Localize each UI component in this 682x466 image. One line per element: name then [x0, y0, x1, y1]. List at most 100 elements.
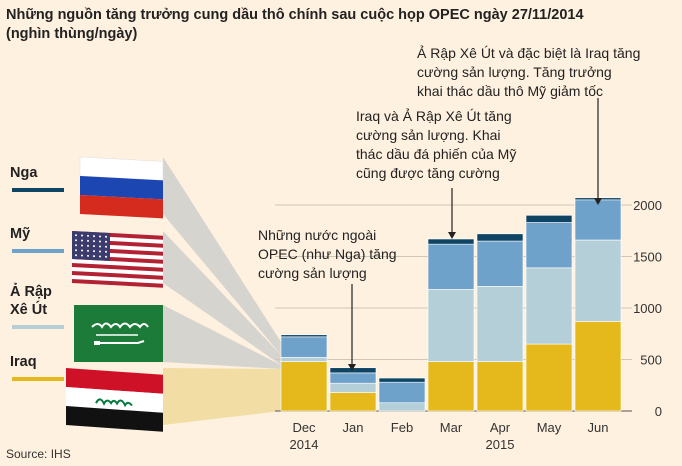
us-flag-star: [81, 244, 83, 247]
legend-label: Ả Rập Xê Út: [10, 284, 52, 318]
us-flag-star: [75, 249, 77, 252]
legend-swatch: [12, 325, 64, 329]
bar-segment: [476, 240, 524, 287]
annotation-arrows: [348, 98, 602, 371]
us-flag-star: [99, 235, 101, 238]
bar-segment: [280, 336, 328, 358]
us-flag-star: [75, 239, 77, 242]
x-tick-label: 2014: [290, 437, 319, 452]
legend-label: Nga: [10, 165, 38, 181]
us-flag-star: [105, 255, 107, 258]
y-tick-label: 2000: [633, 198, 662, 213]
us-flag-star: [93, 240, 95, 243]
title-text: Những nguồn tăng trưởng cung dầu thô chí…: [6, 7, 584, 23]
source-note: Source: IHS: [6, 447, 71, 461]
us-flag-star: [75, 234, 77, 237]
bar-segment: [525, 222, 573, 269]
bar-segment: [476, 286, 524, 362]
bar-segment: [476, 233, 524, 242]
y-tick-label: 1500: [633, 250, 662, 265]
bar-segment: [525, 215, 573, 223]
us-flag-stripe: [72, 279, 163, 288]
x-axis-ticks: Dec 2014 Jan Feb Mar Apr 2015 May Jun: [290, 420, 609, 452]
us-flag-star: [99, 245, 101, 248]
bar-segment: [378, 402, 426, 412]
bar-segment: [427, 361, 475, 412]
us-flag-star: [81, 249, 83, 252]
us-flag-star: [93, 235, 95, 238]
us-flag-star: [87, 239, 89, 242]
bar-segment: [574, 239, 622, 322]
saudi-fan: [163, 305, 281, 369]
bar-segment: [378, 381, 426, 404]
us-flag-star: [87, 254, 89, 257]
bar-segment: [574, 199, 622, 241]
bar-segment: [525, 343, 573, 412]
bar-segment: [329, 372, 377, 384]
us-flag-star: [105, 245, 107, 248]
us-flag: [72, 231, 163, 288]
us-flag-star: [105, 235, 107, 238]
russia-fan: [163, 157, 281, 355]
annotation-march: Iraq và Ả Rập Xê Út tăng cường sản lượng…: [356, 108, 517, 181]
us-flag-star: [105, 240, 107, 243]
bar-stacks: [280, 197, 622, 412]
us-flag-star: [99, 255, 101, 258]
us-flag-star: [93, 245, 95, 248]
bar-segment: [427, 289, 475, 362]
bar-segment: [378, 377, 426, 383]
legend-swatch: [12, 188, 64, 192]
annotation-june: Ả Rập Xê Út và đặc biệt là Iraq tăng cườ…: [417, 45, 641, 99]
legend-label: Mỹ: [10, 226, 31, 242]
us-flag-star: [81, 254, 83, 257]
us-flag-star: [81, 239, 83, 242]
us-flag-star: [87, 244, 89, 247]
y-tick-label: 1000: [633, 301, 662, 316]
x-tick-label: Jan: [343, 420, 364, 435]
us-fan: [163, 231, 281, 365]
y-tick-label: 0: [655, 404, 662, 419]
bar-segment: [427, 243, 475, 290]
legend-label: Iraq: [10, 354, 37, 370]
x-tick-label: Dec: [292, 420, 316, 435]
bar-segment: [329, 392, 377, 412]
x-tick-label: Feb: [391, 420, 413, 435]
arrow-jan-head: [348, 364, 356, 371]
bar-segment: [525, 267, 573, 345]
iraq-fan: [163, 368, 281, 425]
us-flag-star: [87, 234, 89, 237]
us-flag-star: [105, 250, 107, 253]
us-flag-star: [93, 250, 95, 253]
russia-flag: [79, 156, 164, 219]
bar-segment: [280, 334, 328, 338]
x-tick-label: May: [537, 420, 562, 435]
bar-segment: [476, 361, 524, 412]
subtitle-text: (nghìn thùng/ngày): [6, 26, 138, 42]
bar-segment: [574, 321, 622, 412]
bar-segment: [280, 357, 328, 362]
us-flag-star: [93, 255, 95, 258]
arrow-mar-head: [448, 232, 456, 239]
us-flag-star: [81, 234, 83, 237]
us-flag-star: [99, 250, 101, 253]
iraq-flag: [66, 368, 163, 432]
legend-swatch: [12, 377, 64, 381]
us-flag-star: [87, 249, 89, 252]
saudi-flag: [74, 305, 163, 362]
legend-swatch: [12, 249, 64, 253]
arrow-jun-head: [594, 198, 602, 205]
chart-title: Những nguồn tăng trưởng cung dầu thô chí…: [6, 6, 676, 44]
bar-segment: [280, 361, 328, 412]
x-tick-label: Apr: [490, 420, 511, 435]
x-tick-label: Mar: [440, 420, 463, 435]
flag-connector-fans: [163, 157, 281, 425]
us-flag-star: [75, 254, 77, 257]
annotation-opec: Những nước ngoài OPEC (như Nga) tăng cườ…: [258, 227, 397, 281]
y-tick-label: 500: [640, 353, 662, 368]
x-tick-label: 2015: [486, 437, 515, 452]
us-flag-stripe: [72, 271, 163, 280]
us-flag-star: [75, 244, 77, 247]
us-flag-star: [99, 240, 101, 243]
y-axis-ticks: 0 500 1000 1500 2000: [633, 198, 662, 419]
